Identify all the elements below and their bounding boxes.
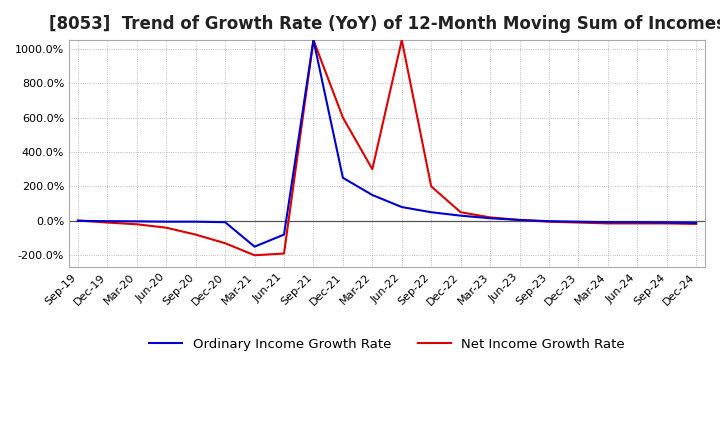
Net Income Growth Rate — [103, 220, 112, 225]
Net Income Growth Rate — [544, 219, 553, 224]
Net Income Growth Rate — [692, 221, 701, 227]
Net Income Growth Rate — [132, 222, 141, 227]
Ordinary Income Growth Rate — [516, 217, 524, 223]
Ordinary Income Growth Rate — [603, 220, 612, 225]
Net Income Growth Rate — [456, 209, 465, 215]
Ordinary Income Growth Rate — [132, 219, 141, 224]
Line: Net Income Growth Rate: Net Income Growth Rate — [78, 40, 696, 255]
Ordinary Income Growth Rate — [309, 37, 318, 43]
Ordinary Income Growth Rate — [251, 244, 259, 249]
Net Income Growth Rate — [251, 253, 259, 258]
Net Income Growth Rate — [73, 218, 82, 223]
Ordinary Income Growth Rate — [427, 209, 436, 215]
Net Income Growth Rate — [338, 115, 347, 120]
Net Income Growth Rate — [486, 215, 495, 220]
Ordinary Income Growth Rate — [162, 219, 171, 224]
Ordinary Income Growth Rate — [456, 213, 465, 218]
Ordinary Income Growth Rate — [103, 219, 112, 224]
Net Income Growth Rate — [221, 241, 230, 246]
Ordinary Income Growth Rate — [692, 220, 701, 226]
Legend: Ordinary Income Growth Rate, Net Income Growth Rate: Ordinary Income Growth Rate, Net Income … — [144, 333, 630, 356]
Ordinary Income Growth Rate — [368, 192, 377, 198]
Line: Ordinary Income Growth Rate: Ordinary Income Growth Rate — [78, 40, 696, 247]
Net Income Growth Rate — [574, 220, 582, 225]
Net Income Growth Rate — [162, 225, 171, 231]
Net Income Growth Rate — [633, 221, 642, 226]
Net Income Growth Rate — [397, 37, 406, 43]
Ordinary Income Growth Rate — [279, 232, 288, 237]
Ordinary Income Growth Rate — [633, 220, 642, 225]
Ordinary Income Growth Rate — [544, 219, 553, 224]
Net Income Growth Rate — [368, 167, 377, 172]
Ordinary Income Growth Rate — [221, 220, 230, 225]
Net Income Growth Rate — [427, 184, 436, 189]
Net Income Growth Rate — [192, 232, 200, 237]
Net Income Growth Rate — [516, 217, 524, 223]
Ordinary Income Growth Rate — [662, 220, 671, 225]
Title: [8053]  Trend of Growth Rate (YoY) of 12-Month Moving Sum of Incomes: [8053] Trend of Growth Rate (YoY) of 12-… — [48, 15, 720, 33]
Ordinary Income Growth Rate — [397, 205, 406, 210]
Ordinary Income Growth Rate — [73, 218, 82, 224]
Net Income Growth Rate — [662, 221, 671, 226]
Net Income Growth Rate — [309, 37, 318, 43]
Net Income Growth Rate — [279, 251, 288, 256]
Ordinary Income Growth Rate — [192, 219, 200, 224]
Net Income Growth Rate — [603, 221, 612, 226]
Ordinary Income Growth Rate — [574, 219, 582, 224]
Ordinary Income Growth Rate — [486, 216, 495, 221]
Ordinary Income Growth Rate — [338, 175, 347, 180]
